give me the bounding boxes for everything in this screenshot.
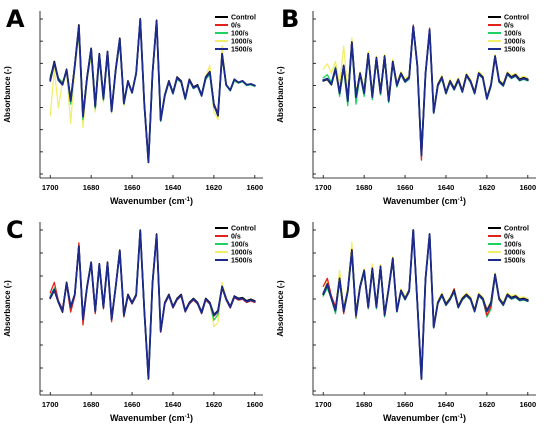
x-axis-label: Wavenumber (cm-1) (110, 413, 193, 423)
legend-entry: 1500/s (504, 47, 526, 54)
x-tick-label: 1680 (83, 400, 100, 409)
x-tick-label: 1680 (356, 183, 373, 192)
y-axis-label: Absorbance (-) (276, 66, 285, 123)
x-tick-label: 1640 (438, 400, 455, 409)
x-tick-label: 1600 (519, 183, 536, 192)
legend-entry: 1000/s (231, 39, 253, 46)
x-tick-label: 1600 (246, 400, 263, 409)
panel-c: 1700 1680 1660 1640 1620 1600 C Absorbance (-) W… (3, 216, 263, 423)
series-line-1500-per-s (49, 229, 256, 380)
y-axis-label: Absorbance (-) (3, 66, 12, 123)
legend-entry: 1500/s (504, 258, 526, 265)
legend-entry: 0/s (504, 234, 514, 241)
x-tick-label: 1640 (165, 183, 182, 192)
series-line-100-per-s (49, 231, 256, 378)
legend-entry: 1000/s (231, 250, 253, 257)
series-line-0-per-s (322, 24, 529, 161)
series-line-1500-per-s (49, 18, 256, 163)
legend-entry: 100/s (231, 242, 249, 249)
legend-entry: 100/s (231, 31, 249, 38)
series-line-1500-per-s (322, 229, 529, 380)
y-axis-label: Absorbance (-) (276, 280, 285, 337)
legend-entry: Control (504, 226, 529, 233)
panel-letter: D (281, 216, 301, 244)
x-tick-label: 1700 (42, 183, 59, 192)
x-tick-label: 1640 (165, 400, 182, 409)
x-tick-label: 1680 (356, 400, 373, 409)
legend-entry: 0/s (504, 23, 514, 30)
x-tick-label: 1700 (42, 400, 59, 409)
panel-letter: A (6, 5, 25, 33)
x-tick-label: 1620 (206, 183, 223, 192)
x-tick-label: 1620 (479, 183, 496, 192)
x-tick-label: 1600 (519, 400, 536, 409)
x-tick-label: 1660 (124, 400, 141, 409)
x-tick-label: 1640 (438, 183, 455, 192)
y-axis-label: Absorbance (-) (3, 280, 12, 337)
series-line-1500-per-s (322, 25, 529, 157)
panel-letter: C (6, 216, 24, 244)
x-tick-label: 1660 (124, 183, 141, 192)
x-tick-label: 1700 (315, 400, 332, 409)
series-line-0-per-s (49, 231, 256, 378)
x-tick-label: 1620 (206, 400, 223, 409)
x-tick-label: 1680 (83, 183, 100, 192)
x-tick-label: 1600 (246, 183, 263, 192)
legend-entry: Control (231, 226, 256, 233)
legend-entry: 1500/s (231, 258, 253, 265)
legend-entry: 0/s (231, 234, 241, 241)
legend-entry: Control (504, 15, 529, 22)
x-axis-label: Wavenumber (cm-1) (383, 413, 466, 423)
x-tick-label: 1700 (315, 183, 332, 192)
series-line-1000-per-s (322, 231, 529, 376)
x-tick-label: 1660 (397, 400, 414, 409)
legend-entry: 100/s (504, 242, 522, 249)
panel-d: 1700 1680 1660 1640 1620 1600 D Absorbance (-) W… (276, 216, 536, 423)
panel-letter: B (281, 5, 299, 33)
legend-entry: 100/s (504, 31, 522, 38)
x-axis-label: Wavenumber (cm-1) (383, 196, 466, 206)
legend-entry: 1000/s (504, 250, 526, 257)
x-axis-label: Wavenumber (cm-1) (110, 196, 193, 206)
legend-entry: 0/s (231, 23, 241, 30)
series-line-100-per-s (322, 231, 529, 378)
x-tick-label: 1660 (397, 183, 414, 192)
legend-entry: Control (231, 15, 256, 22)
legend-entry: 1000/s (504, 39, 526, 46)
panel-a: 1700 1680 1660 1640 1620 1600 A Absorbance (-) W… (3, 5, 263, 206)
x-tick-label: 1620 (479, 400, 496, 409)
legend-entry: 1500/s (231, 47, 253, 54)
panel-b: 1700 1680 1660 1640 1620 1600 B Absorbance (-) W… (276, 5, 536, 206)
